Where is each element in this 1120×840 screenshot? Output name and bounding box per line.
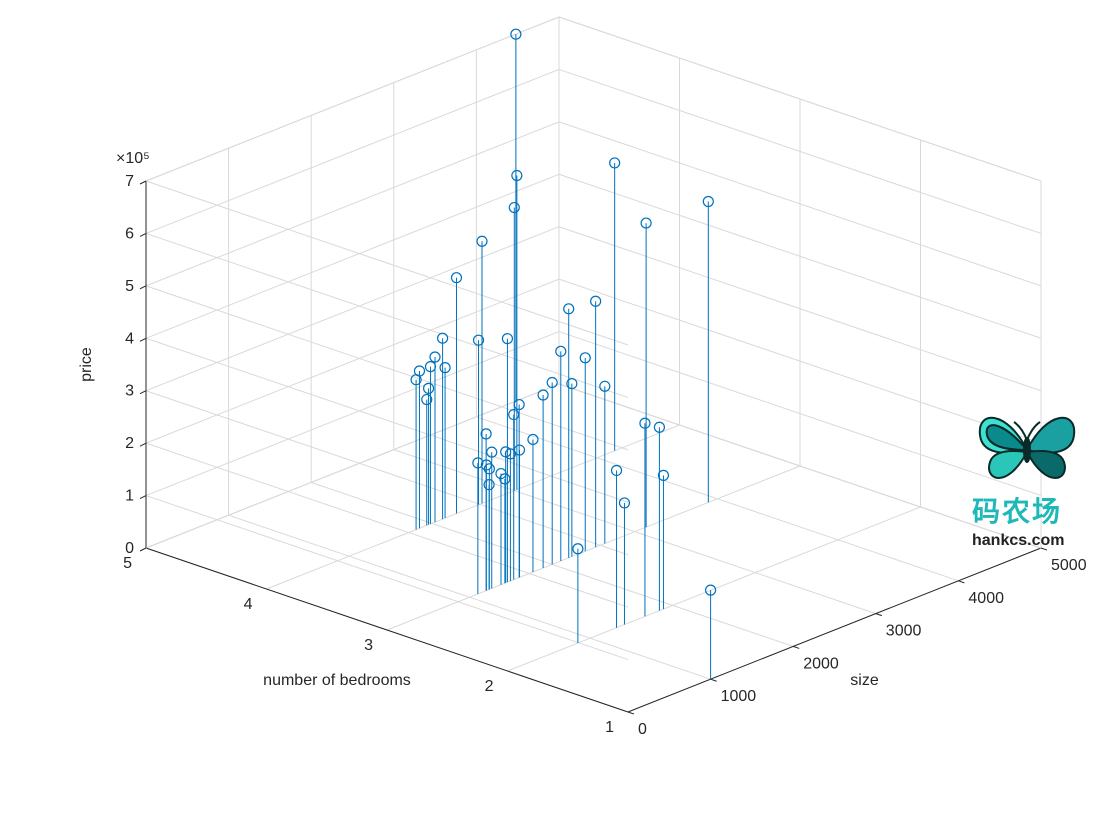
svg-text:0: 0: [638, 721, 647, 738]
svg-text:4: 4: [125, 330, 134, 347]
svg-text:3: 3: [364, 637, 373, 654]
watermark-url: hankcs.com: [972, 532, 1082, 550]
svg-text:5: 5: [123, 555, 132, 572]
butterfly-icon: [972, 400, 1082, 490]
svg-text:4000: 4000: [968, 590, 1004, 607]
svg-text:2: 2: [125, 435, 134, 452]
svg-text:price: price: [78, 347, 95, 382]
svg-text:1: 1: [125, 488, 134, 505]
svg-text:0: 0: [125, 540, 134, 557]
svg-text:number of bedrooms: number of bedrooms: [263, 672, 411, 689]
svg-text:7: 7: [125, 173, 134, 190]
watermark: 码农场 hankcs.com: [972, 400, 1082, 550]
svg-text:4: 4: [244, 596, 253, 613]
svg-text:6: 6: [125, 225, 134, 242]
svg-text:2000: 2000: [803, 655, 839, 672]
stem3-plot: 0 1000 2000 3000 4000 5000 size 1 2 3 4 5 number of …: [0, 0, 1120, 840]
svg-text:5: 5: [125, 278, 134, 295]
svg-text:2: 2: [485, 678, 494, 695]
watermark-title: 码农场: [972, 490, 1082, 530]
svg-text:3: 3: [125, 383, 134, 400]
svg-text:×10⁵: ×10⁵: [116, 150, 150, 167]
svg-text:1000: 1000: [721, 688, 757, 705]
svg-text:size: size: [850, 672, 879, 689]
svg-text:5000: 5000: [1051, 557, 1087, 574]
svg-text:3000: 3000: [886, 623, 922, 640]
svg-text:1: 1: [605, 719, 614, 736]
